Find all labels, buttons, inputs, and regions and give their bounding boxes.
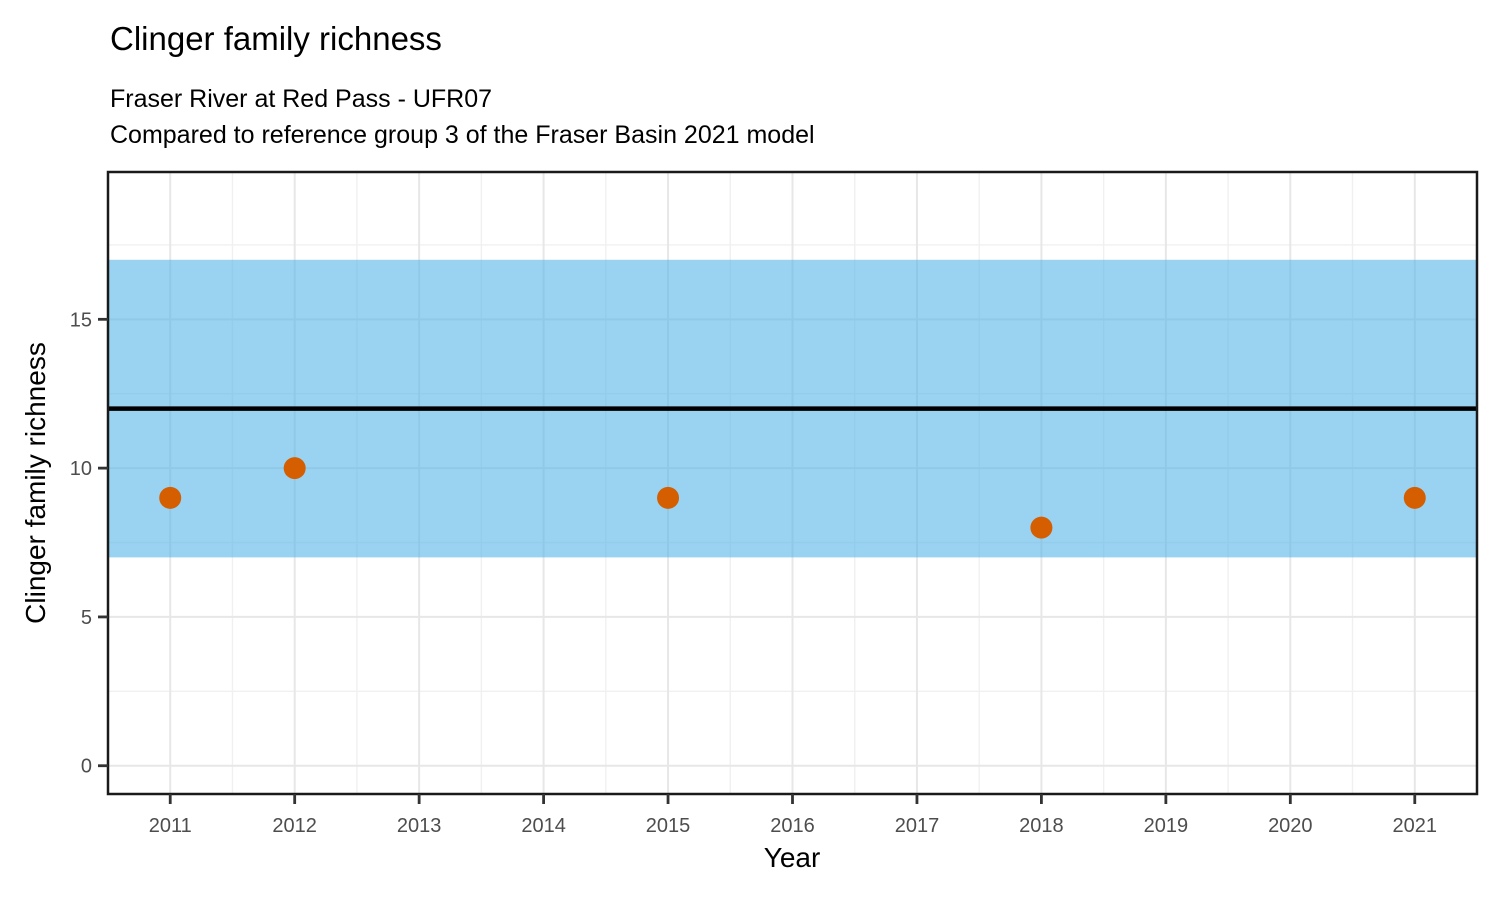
- chart-title: Clinger family richness: [110, 20, 442, 57]
- chart-subtitle-line-1: Fraser River at Red Pass - UFR07: [110, 85, 493, 113]
- data-point: [657, 486, 680, 509]
- x-tick-label: 2013: [397, 815, 442, 837]
- x-tick-label: 2017: [895, 815, 940, 837]
- x-tick-label: 2018: [1019, 815, 1064, 837]
- y-tick-label: 0: [81, 756, 92, 778]
- y-tick-label: 15: [70, 309, 92, 331]
- x-tick-label: 2019: [1144, 815, 1189, 837]
- chart-subtitle-line-2: Compared to reference group 3 of the Fra…: [110, 121, 815, 149]
- y-tick-label: 10: [70, 458, 92, 480]
- data-point: [159, 486, 182, 509]
- y-tick-label: 5: [81, 607, 92, 629]
- x-tick-label: 2016: [770, 815, 815, 837]
- x-tick-label: 2012: [272, 815, 317, 837]
- x-tick-label: 2014: [521, 815, 566, 837]
- x-tick-label: 2011: [149, 815, 192, 837]
- x-tick-label: 2020: [1268, 815, 1313, 837]
- x-axis-title: Year: [763, 842, 821, 873]
- chart-subtitle: Fraser River at Red Pass - UFR07 Compare…: [110, 81, 815, 153]
- x-tick-label: 2021: [1393, 815, 1438, 837]
- data-point: [1403, 486, 1426, 509]
- data-point: [1030, 516, 1053, 539]
- data-point: [283, 457, 306, 480]
- x-tick-label: 2015: [646, 815, 691, 837]
